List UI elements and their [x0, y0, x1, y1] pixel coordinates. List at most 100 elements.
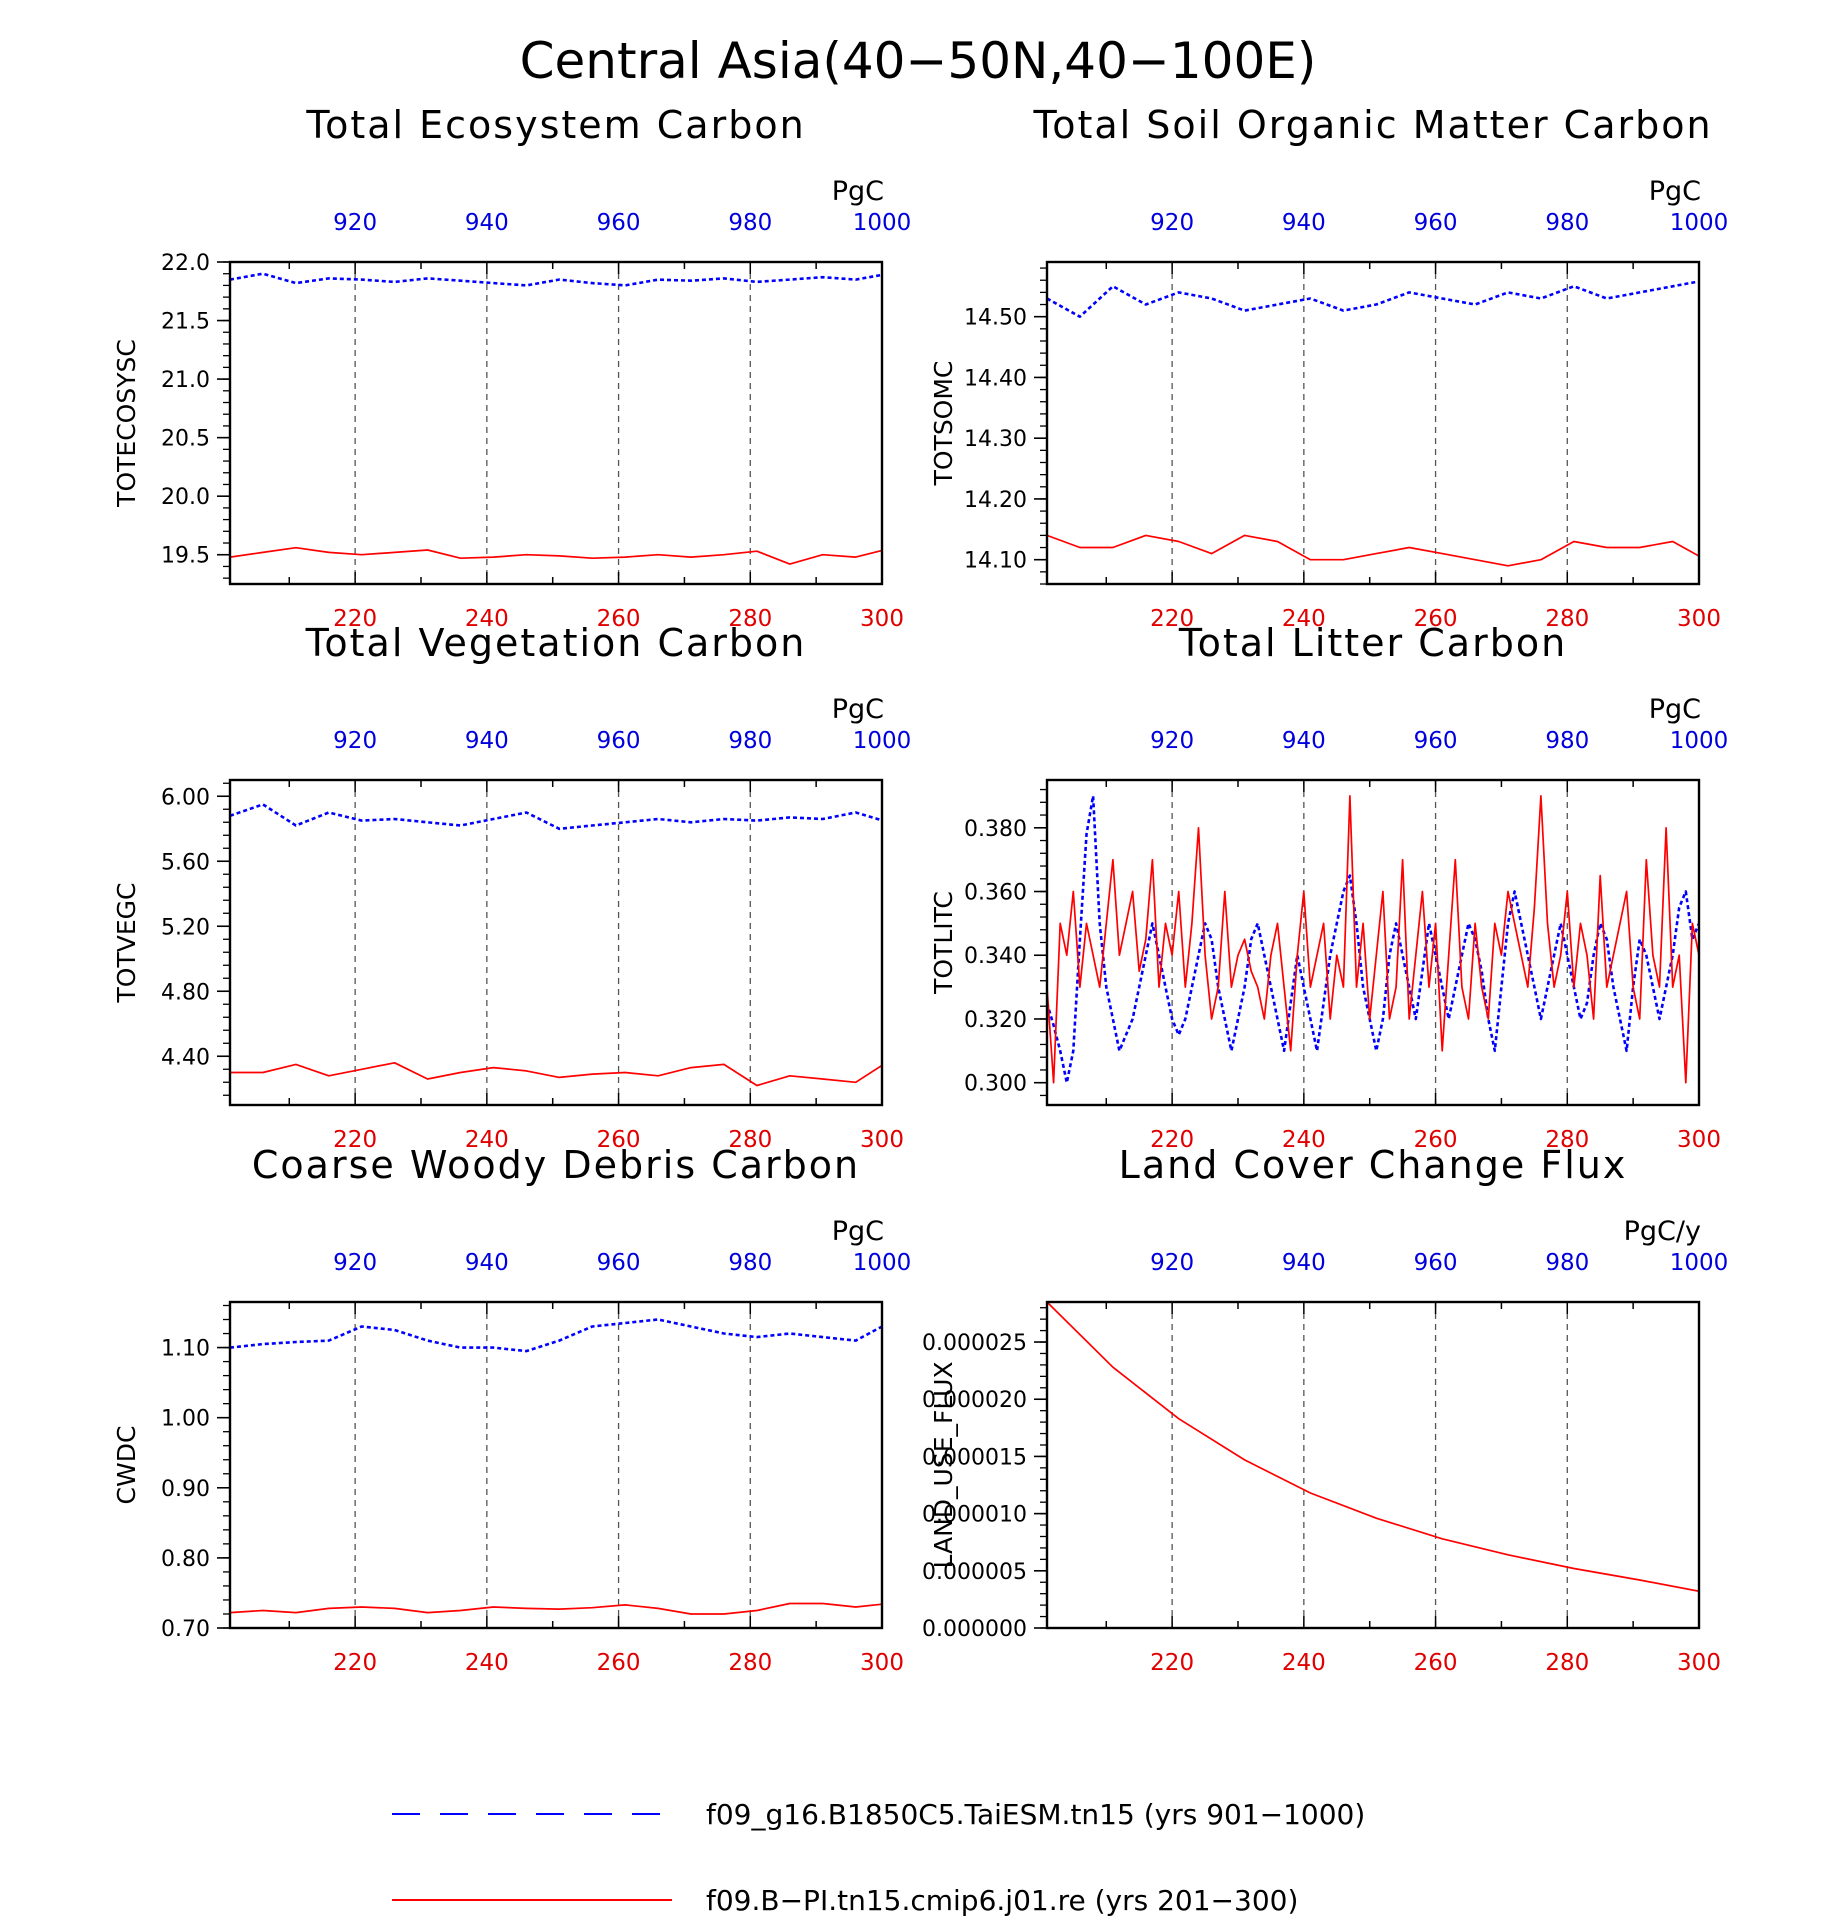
series-line-case1 [1047, 794, 1699, 1084]
x-tick-label-top: 1000 [1670, 1250, 1729, 1276]
panel-unit: PgC [832, 1216, 884, 1247]
y-tick-label: 4.40 [161, 1045, 210, 1070]
panel-title: Land Cover Change Flux [1119, 1143, 1628, 1187]
x-tick-label-top: 960 [1414, 728, 1458, 754]
x-tick-label-bottom: 220 [1150, 606, 1194, 632]
y-axis-label: TOTSOMC [929, 361, 958, 487]
x-tick-label-bottom: 300 [1677, 1127, 1721, 1153]
plot-frame [1045, 778, 1701, 1107]
plot-frame [228, 1300, 884, 1630]
x-tick-label-top: 960 [597, 728, 641, 754]
panel-title: Total Soil Organic Matter Carbon [1032, 103, 1712, 147]
x-tick-label-top: 940 [465, 1250, 509, 1276]
panel-unit: PgC [832, 694, 884, 725]
x-tick-label-bottom: 240 [465, 606, 509, 632]
x-tick-label-bottom: 240 [1282, 1127, 1326, 1153]
panel-title: Coarse Woody Debris Carbon [252, 1143, 860, 1187]
x-tick-label-top: 980 [728, 210, 772, 236]
x-tick-label-top: 920 [1150, 1250, 1194, 1276]
x-tick-label-bottom: 240 [1282, 1650, 1326, 1676]
x-tick-label-top: 920 [333, 728, 377, 754]
y-tick-label: 20.5 [161, 427, 210, 452]
y-tick-label: 0.000000 [922, 1617, 1027, 1642]
x-tick-label-top: 1000 [853, 210, 912, 236]
x-tick-label-bottom: 300 [860, 606, 904, 632]
y-tick-label: 21.5 [161, 310, 210, 335]
x-tick-label-top: 920 [1150, 210, 1194, 236]
y-tick-label: 0.380 [964, 817, 1027, 842]
panel-6: Land Cover Change Flux PgC/y 220 240 260 280 3… [922, 1143, 1728, 1676]
y-tick-label: 21.0 [161, 368, 210, 393]
panels: Total Ecosystem Carbon PgC 220 240 260 280 300… [112, 103, 1728, 1676]
panel-4: Total Litter Carbon PgC 220 240 260 280 300 920… [929, 621, 1728, 1153]
y-tick-label: 0.000015 [922, 1445, 1027, 1470]
series-line-case2 [1047, 1302, 1699, 1593]
x-tick-label-top: 920 [333, 210, 377, 236]
x-tick-label-top: 940 [1282, 1250, 1326, 1276]
x-tick-label-top: 940 [465, 210, 509, 236]
x-tick-label-bottom: 280 [728, 606, 772, 632]
plot-frame [1045, 1300, 1701, 1630]
y-tick-label: 0.000010 [922, 1503, 1027, 1528]
x-tick-label-top: 940 [1282, 728, 1326, 754]
panel-5: Coarse Woody Debris Carbon PgC 220 240 260 28… [112, 1143, 911, 1676]
x-tick-label-bottom: 220 [1150, 1127, 1194, 1153]
x-tick-label-bottom: 260 [1414, 1650, 1458, 1676]
y-axis-label: TOTECOSYSC [112, 339, 141, 508]
x-tick-label-top: 980 [728, 728, 772, 754]
y-tick-label: 0.320 [964, 1008, 1027, 1033]
x-tick-label-bottom: 260 [1414, 1127, 1458, 1153]
panel-unit: PgC [1649, 694, 1701, 725]
panel-unit: PgC [1649, 176, 1701, 207]
panel-unit: PgC [832, 176, 884, 207]
legend-label-case2: f09.B−PI.tn15.cmip6.j01.re (yrs 201−300) [706, 1884, 1298, 1917]
x-tick-label-top: 960 [1414, 1250, 1458, 1276]
y-tick-label: 0.70 [161, 1617, 210, 1642]
x-tick-label-top: 940 [1282, 210, 1326, 236]
x-tick-label-bottom: 220 [333, 606, 377, 632]
y-tick-label: 1.10 [161, 1337, 210, 1362]
x-tick-label-top: 980 [1545, 1250, 1589, 1276]
x-tick-label-bottom: 240 [465, 1127, 509, 1153]
x-tick-label-bottom: 300 [860, 1127, 904, 1153]
y-tick-label: 19.5 [161, 544, 210, 569]
panel-3: Total Vegetation Carbon PgC 220 240 260 280 30… [112, 621, 911, 1153]
x-tick-label-bottom: 280 [1545, 1127, 1589, 1153]
x-tick-label-top: 980 [1545, 210, 1589, 236]
x-tick-label-top: 920 [333, 1250, 377, 1276]
x-tick-label-bottom: 220 [333, 1650, 377, 1676]
series-line-case2 [1047, 795, 1699, 1084]
x-tick-label-bottom: 220 [333, 1127, 377, 1153]
x-tick-label-bottom: 280 [728, 1650, 772, 1676]
panel-1: Total Ecosystem Carbon PgC 220 240 260 280 300… [112, 103, 911, 632]
legend: f09_g16.B1850C5.TaiESM.tn15 (yrs 901−100… [392, 1798, 1365, 1917]
series-line-case1 [230, 272, 882, 287]
y-tick-label: 0.340 [964, 944, 1027, 969]
y-tick-label: 14.50 [964, 306, 1027, 331]
series-line-case1 [230, 1318, 882, 1353]
y-tick-label: 1.00 [161, 1407, 210, 1432]
y-axis-label: TOTVEGC [112, 883, 141, 1004]
figure-title: Central Asia(40−50N,40−100E) [520, 32, 1317, 90]
x-tick-label-bottom: 240 [1282, 606, 1326, 632]
x-tick-label-top: 980 [728, 1250, 772, 1276]
panel-unit: PgC/y [1624, 1216, 1701, 1247]
y-tick-label: 0.000020 [922, 1388, 1027, 1413]
x-tick-label-bottom: 220 [1150, 1650, 1194, 1676]
y-tick-label: 14.40 [964, 366, 1027, 391]
y-tick-label: 0.000005 [922, 1560, 1027, 1585]
y-tick-label: 6.00 [161, 785, 210, 810]
panel-title: Total Vegetation Carbon [305, 621, 807, 665]
x-tick-label-bottom: 280 [1545, 1650, 1589, 1676]
legend-label-case1: f09_g16.B1850C5.TaiESM.tn15 (yrs 901−100… [706, 1798, 1365, 1831]
plot-frame [1045, 260, 1701, 586]
y-tick-label: 4.80 [161, 980, 210, 1005]
x-tick-label-top: 1000 [853, 728, 912, 754]
plot-frame [228, 260, 884, 586]
x-tick-label-top: 960 [1414, 210, 1458, 236]
x-tick-label-top: 980 [1545, 728, 1589, 754]
y-axis-label: CWDC [112, 1426, 141, 1505]
x-tick-label-bottom: 260 [597, 606, 641, 632]
series-line-case2 [1047, 534, 1699, 567]
